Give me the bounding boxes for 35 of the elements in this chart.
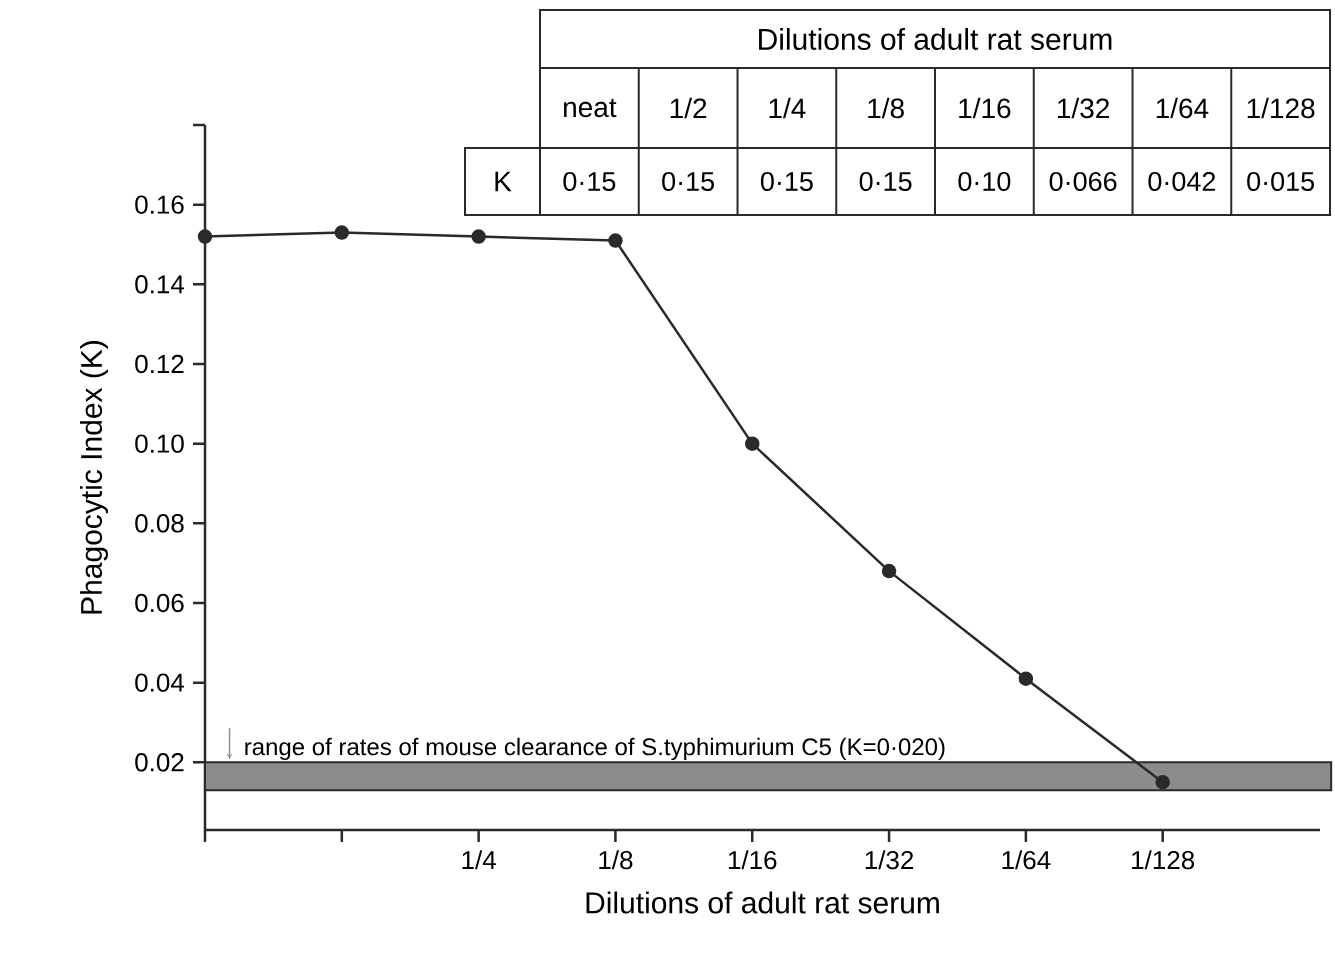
y-tick-label: 0.04 [135,673,185,692]
annotation: 0·15 [662,171,715,192]
text: 1/16 [959,97,1011,119]
y-tick-label: 0.06 [135,593,184,613]
y-tick-label: 0.10 [135,434,184,453]
annotation: 0·015 [1247,171,1315,192]
x-tick-label: 1/16 [728,850,777,870]
text: 1/32 [1058,97,1109,119]
y-axis-title: Phagocytic Index (K) [80,341,108,614]
annotation: K [495,171,512,192]
y-tick-label: 0.16 [135,195,184,214]
y-tick-label: 0.08 [135,514,184,533]
text: 1/2 [670,97,707,119]
x-axis-title: Dilutions of adult rat serum [586,891,939,914]
band-label: range of rates of mouse clearance of S.typhimurium C5 (K=0·020) [245,737,945,761]
annotation: 0·15 [859,171,912,192]
text: 1/4 [769,97,806,119]
y-tick-label: 0.14 [135,275,185,294]
x-tick-label: 1/32 [865,850,914,870]
annotation: 0·10 [958,171,1011,192]
text: 1/128 [1247,97,1315,119]
annotation: 0·066 [1049,171,1117,192]
y-tick-label: 0.12 [135,354,184,374]
text: neat [564,98,617,118]
x-tick-label: 1/128 [1132,850,1195,870]
annotation: 0·042 [1148,171,1216,192]
x-tick-label: 1/64 [1002,850,1051,870]
y-tick-label: 0.02 [135,753,184,772]
text: Dilutions of adult rat serum [759,27,1112,51]
annotation: 0·15 [563,171,616,192]
x-tick-label: 1/4 [462,850,496,870]
text: 1/8 [868,97,904,119]
annotation: 0·15 [760,171,813,192]
text: 1/64 [1156,97,1209,119]
x-tick-label: 1/8 [599,850,633,870]
